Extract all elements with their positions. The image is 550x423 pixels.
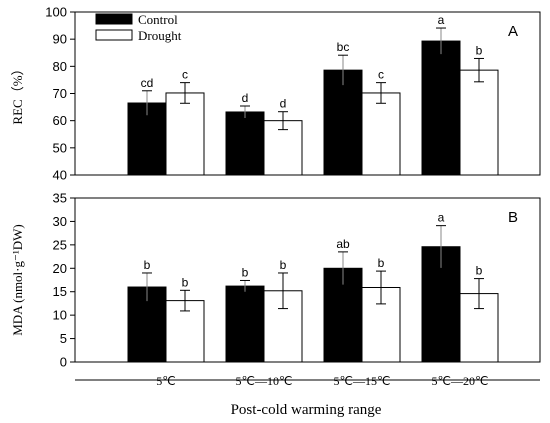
- y-tick-label: 35: [53, 191, 67, 206]
- plot-frame-b: [74, 197, 541, 363]
- panel-label-a: A: [508, 23, 518, 40]
- y-tick-label: 30: [53, 214, 67, 229]
- y-tick-label: 40: [53, 168, 67, 183]
- significance-letter: b: [476, 43, 483, 57]
- y-tick-label: 5: [60, 331, 67, 346]
- y-tick-label: 50: [53, 140, 67, 155]
- legend: Control Drought: [95, 12, 182, 43]
- significance-letter: d: [280, 97, 287, 111]
- significance-letter: c: [182, 68, 188, 82]
- y-tick-label: 15: [53, 284, 67, 299]
- legend-label-control: Control: [138, 12, 178, 27]
- y-tick-label: 100: [45, 5, 67, 20]
- legend-swatch-control: [95, 13, 133, 25]
- significance-letter: b: [242, 265, 249, 279]
- legend-swatch-drought: [95, 29, 133, 41]
- bar-control: [421, 40, 461, 176]
- x-axis: 5℃ 5℃—10℃ 5℃—15℃ 5℃—20℃: [75, 374, 540, 388]
- significance-letter: bc: [337, 40, 350, 54]
- significance-letter: ab: [336, 237, 350, 251]
- x-tick-label: 5℃—10℃: [236, 374, 293, 388]
- significance-letter: d: [242, 91, 249, 105]
- bar-drought: [459, 69, 499, 176]
- x-axis-title: Post-cold warming range: [231, 402, 382, 418]
- significance-letter: b: [378, 256, 385, 270]
- y-tick-label: 90: [53, 32, 67, 47]
- panel-label-b: B: [508, 209, 518, 226]
- significance-letter: cd: [141, 76, 154, 90]
- y-axis-title-b: MDA (nmol·g⁻¹DW): [10, 224, 25, 336]
- y-tick-label: 0: [60, 355, 67, 370]
- y-tick-label: 70: [53, 86, 67, 101]
- y-tick-label: 80: [53, 59, 67, 74]
- bar-control: [225, 111, 265, 176]
- y-tick-label: 20: [53, 261, 67, 276]
- y-axis-title-a: REC（%）: [10, 62, 25, 124]
- significance-letter: a: [438, 13, 445, 27]
- x-tick-label: 5℃—20℃: [432, 374, 489, 388]
- significance-letter: b: [144, 258, 151, 272]
- significance-letter: b: [182, 275, 189, 289]
- bar-drought: [165, 92, 205, 176]
- bar-drought: [361, 92, 401, 176]
- y-tick-label: 60: [53, 113, 67, 128]
- significance-letter: a: [438, 211, 445, 225]
- significance-letter: c: [378, 68, 384, 82]
- x-tick-label: 5℃—15℃: [334, 374, 391, 388]
- significance-letter: b: [280, 258, 287, 272]
- significance-letter: b: [476, 264, 483, 278]
- legend-label-drought: Drought: [138, 28, 182, 43]
- bar-control: [323, 69, 363, 176]
- y-tick-label: 25: [53, 237, 67, 252]
- bar-control: [225, 285, 265, 363]
- x-tick-label: 5℃: [156, 374, 175, 388]
- y-tick-label: 10: [53, 308, 67, 323]
